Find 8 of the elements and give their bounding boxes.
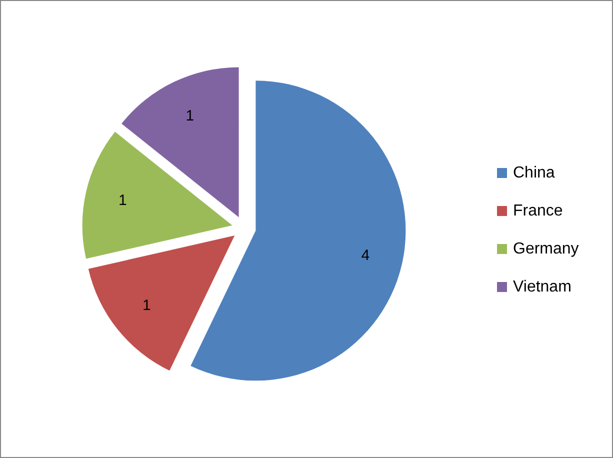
legend-label: Vietnam: [513, 278, 572, 296]
legend-label: France: [513, 202, 563, 220]
data-label: 1: [186, 107, 194, 124]
data-label: 1: [118, 192, 127, 209]
data-label: 4: [361, 247, 370, 264]
data-label: 1: [142, 297, 151, 314]
legend-label: China: [513, 164, 555, 182]
legend-label: Germany: [513, 240, 579, 258]
